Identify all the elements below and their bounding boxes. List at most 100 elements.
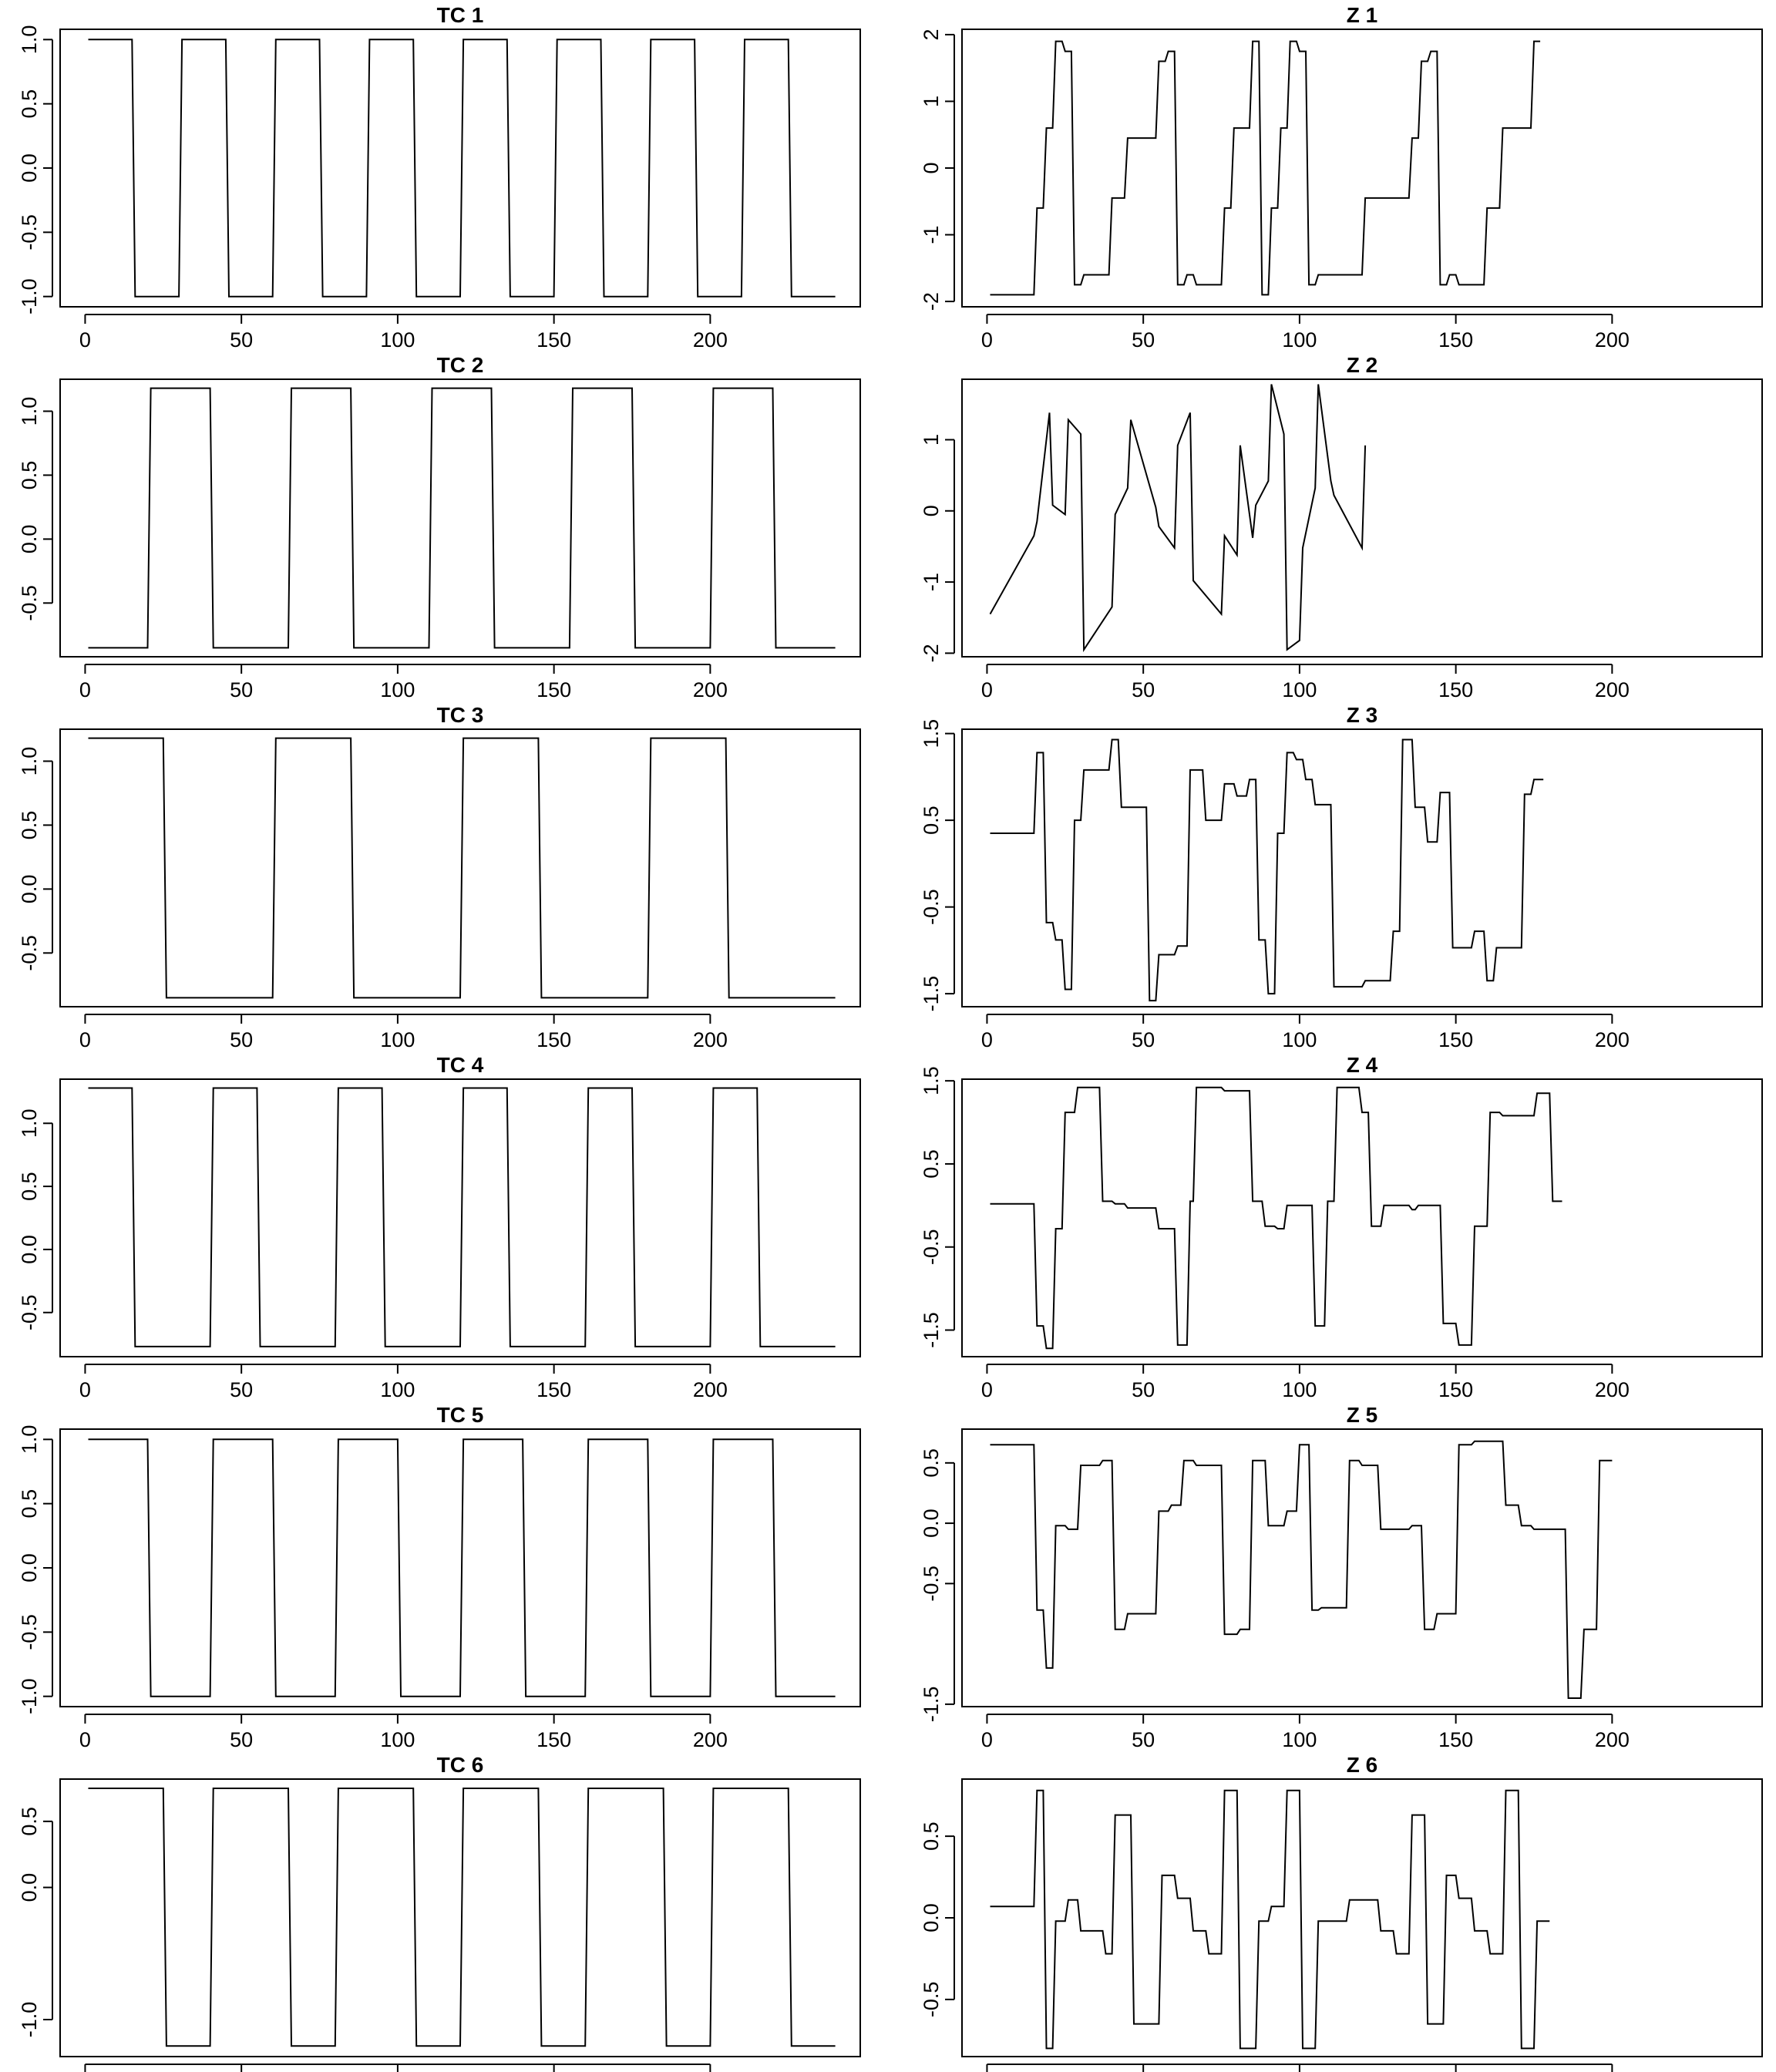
panel-2-y-tick-label-1: -1 [920, 226, 943, 244]
panel-1-x-tick-label-3: 150 [536, 328, 571, 352]
panel-5-x-tick-label-3: 150 [536, 1028, 571, 1051]
panel-5-series-line [88, 737, 836, 999]
panel-2-series-line [990, 40, 1541, 296]
panel-10-frame [961, 1428, 1763, 1707]
panel-5-y-tick-label-3: 1.0 [18, 747, 41, 776]
panel-10-x-tick-label-3: 150 [1438, 1728, 1473, 1751]
panel-8-y-tick-label-1: -0.5 [920, 1229, 943, 1265]
panel-8-x-tick-label-1: 50 [1132, 1378, 1155, 1401]
panel-3-x-tick-label-2: 100 [380, 678, 415, 701]
panel-4-y-tick-label-1: -1 [920, 573, 943, 591]
panel-9-x-tick-label-3: 150 [536, 1728, 571, 1751]
panel-7-x-tick-label-3: 150 [536, 1378, 571, 1401]
panel-12-title: Z 6 [1347, 1753, 1377, 1777]
panel-11-frame [59, 1778, 861, 2057]
panel-1-title: TC 1 [437, 3, 484, 27]
panel-11: TC 6050100150200-1.00.00.5 [18, 1753, 861, 2072]
panel-1-series-line [88, 39, 836, 298]
panel-5-x-tick-label-2: 100 [380, 1028, 415, 1051]
panel-12-y-tick-label-2: 0.5 [920, 1821, 943, 1851]
panel-5-title: TC 3 [437, 703, 484, 727]
panel-4-x-tick-label-3: 150 [1438, 678, 1473, 701]
panel-9-x-tick-label-0: 0 [79, 1728, 91, 1751]
panel-4-y-tick-label-2: 0 [920, 505, 943, 516]
panel-6-x-tick-label-1: 50 [1132, 1028, 1155, 1051]
panel-9-series-line [88, 1438, 836, 1697]
panel-10-y-tick-label-2: 0.0 [920, 1509, 943, 1538]
panel-12-y-tick-label-1: 0.0 [920, 1903, 943, 1932]
panel-5-frame [59, 728, 861, 1007]
panel-5-x-tick-label-4: 200 [693, 1028, 728, 1051]
panel-6-y-tick-label-1: -0.5 [920, 889, 943, 925]
panel-11-y-tick-label-1: 0.0 [18, 1873, 41, 1902]
panel-9-y-tick-label-3: 0.5 [18, 1489, 41, 1519]
panel-6-x-tick-label-2: 100 [1282, 1028, 1317, 1051]
panel-9-frame [59, 1428, 861, 1707]
panel-5-y-tick-label-1: 0.0 [18, 875, 41, 904]
panel-7-x-tick-label-4: 200 [693, 1378, 728, 1401]
panel-12-y-tick-label-0: -0.5 [920, 1982, 943, 2018]
panel-3-y-tick-label-3: 1.0 [18, 397, 41, 426]
panel-6-y-tick-label-3: 1.5 [920, 719, 943, 748]
panel-7-y-tick-label-2: 0.5 [18, 1172, 41, 1201]
panel-4-x-tick-label-4: 200 [1595, 678, 1630, 701]
panel-8-title: Z 4 [1347, 1053, 1378, 1077]
panel-2-y-tick-label-4: 2 [920, 29, 943, 40]
panel-3-x-tick-label-3: 150 [536, 678, 571, 701]
panel-4-x-tick-label-2: 100 [1282, 678, 1317, 701]
panel-1-x-tick-label-0: 0 [79, 328, 91, 352]
panel-7-frame [59, 1078, 861, 1357]
panel-4-x-tick-label-1: 50 [1132, 678, 1155, 701]
panel-10-x-tick-label-1: 50 [1132, 1728, 1155, 1751]
panel-2-y-tick-label-2: 0 [920, 162, 943, 173]
panel-4-title: Z 2 [1347, 353, 1377, 377]
panel-6-x-tick-label-0: 0 [981, 1028, 993, 1051]
panel-9-y-tick-label-2: 0.0 [18, 1553, 41, 1583]
panel-12: Z 6050100150200-0.50.00.5 [920, 1753, 1763, 2072]
panel-1-y-tick-label-3: 0.5 [18, 89, 41, 119]
panel-10-y-tick-label-1: -0.5 [920, 1566, 943, 1602]
panel-2-x-tick-label-2: 100 [1282, 328, 1317, 352]
panel-2: Z 1 0 50 100 150 200 -2 -1 0 1 2 [920, 3, 1763, 352]
panel-9-x-tick-label-2: 100 [380, 1728, 415, 1751]
panel-10-title: Z 5 [1347, 1403, 1377, 1427]
panel-10: Z 5 0 50 100 150 200 -1.5 -0.5 0.0 0.5 [920, 1403, 1763, 1751]
panel-8-y-tick-label-3: 1.5 [920, 1066, 943, 1095]
panel-10-y-tick-label-0: -1.5 [920, 1687, 943, 1723]
panel-5-x-tick-label-1: 50 [230, 1028, 253, 1051]
panel-7-y-tick-label-3: 1.0 [18, 1108, 41, 1138]
panel-7: TC 4 0 50 100 150 200 -0.5 0.0 0.5 1.0 [18, 1053, 861, 1401]
panel-8-x-tick-label-4: 200 [1595, 1378, 1630, 1401]
panel-2-x-tick-label-0: 0 [981, 328, 993, 352]
panel-9-x-tick-label-4: 200 [693, 1728, 728, 1751]
panel-7-x-tick-label-1: 50 [230, 1378, 253, 1401]
panel-3-series-line [88, 387, 836, 649]
panel-2-x-tick-label-4: 200 [1595, 328, 1630, 352]
panel-4-frame [961, 378, 1763, 658]
panel-3-title: TC 2 [437, 353, 484, 377]
panel-3-x-tick-label-1: 50 [230, 678, 253, 701]
panel-6-x-tick-label-4: 200 [1595, 1028, 1630, 1051]
panel-1-frame [59, 29, 861, 308]
panel-6-series-line [990, 738, 1544, 1002]
panel-2-frame [961, 29, 1763, 308]
panel-4: Z 2 0 50 100 150 200 -2 -1 0 1 [920, 353, 1763, 701]
panel-8-x-tick-label-3: 150 [1438, 1378, 1473, 1401]
panel-8-y-tick-label-0: -1.5 [920, 1312, 943, 1348]
panel-1: TC 1 0 50 100 150 200 -1.0 -0.5 0.0 0.5 1.0 [18, 3, 861, 352]
panel-8-x-tick-label-2: 100 [1282, 1378, 1317, 1401]
panel-2-x-tick-label-3: 150 [1438, 328, 1473, 352]
panel-7-y-tick-label-0: -0.5 [18, 1294, 41, 1330]
panel-2-title: Z 1 [1347, 3, 1377, 27]
panel-1-y-tick-label-0: -1.0 [18, 278, 41, 314]
panel-6-frame [961, 728, 1763, 1007]
panel-9-y-tick-label-4: 1.0 [18, 1425, 41, 1455]
panel-8-x-tick-label-0: 0 [981, 1378, 993, 1401]
panel-12-frame [961, 1778, 1763, 2057]
panel-4-x-tick-label-0: 0 [981, 678, 993, 701]
panel-10-x-tick-label-0: 0 [981, 1728, 993, 1751]
panel-3: TC 2 0 50 100 150 200 -0.5 0.0 0.5 1.0 [18, 353, 861, 701]
panel-4-y-tick-label-0: -2 [920, 644, 943, 662]
panel-7-title: TC 4 [437, 1053, 484, 1077]
panel-7-series-line [88, 1087, 836, 1347]
